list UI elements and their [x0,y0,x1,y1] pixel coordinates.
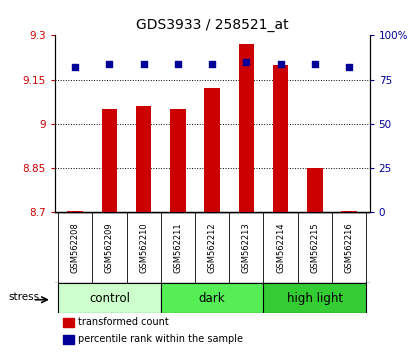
Text: control: control [89,292,130,305]
Bar [58,283,161,313]
Text: percentile rank within the sample: percentile rank within the sample [78,334,243,344]
Bar [205,88,220,212]
Bar [161,283,263,313]
Bar [263,283,366,313]
Bar [68,211,83,212]
Bar [136,106,151,212]
Point [174,61,181,67]
Text: GSM562210: GSM562210 [139,222,148,273]
Text: stress: stress [8,292,39,302]
Bar [239,44,254,212]
Bar [170,109,186,212]
Bar [102,109,117,212]
Point [243,59,250,65]
Text: dark: dark [199,292,226,305]
Point [72,64,79,70]
Text: transformed count: transformed count [78,317,168,327]
Point [312,61,318,67]
Point [209,61,215,67]
Point [277,61,284,67]
Text: GSM562215: GSM562215 [310,222,319,273]
Text: GSM562213: GSM562213 [242,222,251,273]
Text: GSM562214: GSM562214 [276,222,285,273]
Text: GSM562208: GSM562208 [71,222,80,273]
Text: GSM562212: GSM562212 [207,222,217,273]
Text: GSM562216: GSM562216 [344,222,354,273]
Text: GSM562211: GSM562211 [173,222,182,273]
Bar [341,211,357,212]
Point [140,61,147,67]
Text: GSM562209: GSM562209 [105,222,114,273]
Point [346,64,352,70]
Text: high light: high light [287,292,343,305]
Title: GDS3933 / 258521_at: GDS3933 / 258521_at [136,18,289,32]
Bar [307,168,323,212]
Bar [273,65,288,212]
Point [106,61,113,67]
